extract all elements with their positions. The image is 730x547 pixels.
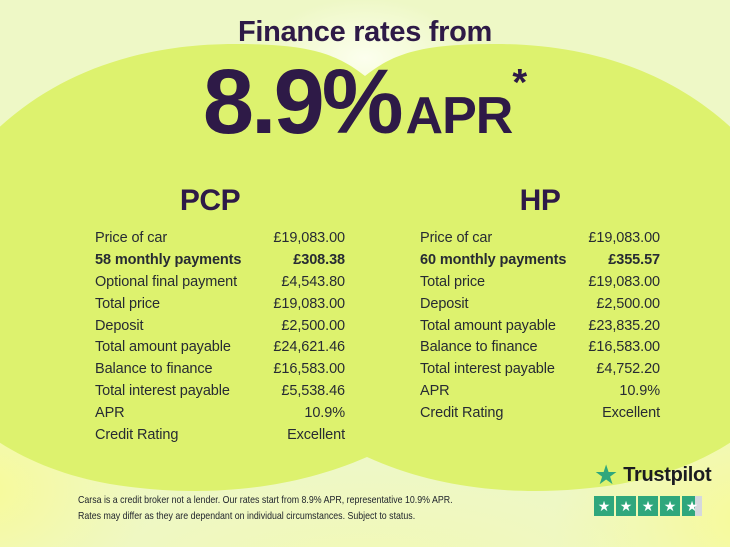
row-label: Deposit <box>95 317 144 334</box>
row-label: Total interest payable <box>95 383 230 400</box>
star-half-icon: ★ <box>682 496 702 516</box>
disclaimer-line-2: Rates may differ as they are dependant o… <box>78 510 416 523</box>
table-row: APR 10.9% <box>95 402 345 424</box>
table-row: Balance to finance £16,583.00 <box>95 358 345 380</box>
pcp-finance-table: Price of car £19,083.00 58 monthly payme… <box>95 227 345 446</box>
pcp-column-title: PCP <box>179 184 241 217</box>
row-value: £2,500.00 <box>596 295 660 312</box>
row-label: Optional final payment <box>95 273 238 290</box>
finance-title: Finance rates from <box>237 16 493 48</box>
row-label: Total price <box>95 295 160 312</box>
row-label: 58 monthly payments <box>95 251 242 268</box>
row-label: Balance to finance <box>95 361 213 378</box>
row-label: Price of car <box>95 229 168 246</box>
apr-rate-value: 8.9% <box>202 51 404 153</box>
hp-column-title: HP <box>519 184 561 217</box>
row-value: £308.38 <box>293 251 345 268</box>
table-row: Total price £19,083.00 <box>95 293 345 315</box>
row-label: Credit Rating <box>95 426 179 443</box>
row-value: £355.57 <box>608 251 660 268</box>
table-row: Total amount payable £23,835.20 <box>420 315 660 337</box>
row-value: £2,500.00 <box>281 317 345 334</box>
row-label: APR <box>95 405 125 422</box>
row-value: £19,083.00 <box>588 229 660 246</box>
row-value: £23,835.20 <box>588 317 660 334</box>
table-row: Total interest payable £4,752.20 <box>420 358 660 380</box>
apr-rate-group: 8.9% APR * <box>0 56 730 148</box>
row-label: 60 monthly payments <box>420 251 567 268</box>
trustpilot-rating-stars: ★ ★ ★ ★ ★ <box>594 496 711 516</box>
row-label: Price of car <box>420 229 493 246</box>
table-row: Balance to finance £16,583.00 <box>420 336 660 358</box>
row-label: Total interest payable <box>420 361 555 378</box>
table-row: Total interest payable £5,538.46 <box>95 380 345 402</box>
disclaimer-text: Carsa is a credit broker not a lender. O… <box>78 492 453 525</box>
table-row: Deposit £2,500.00 <box>95 315 345 337</box>
table-row: Credit Rating Excellent <box>420 402 660 424</box>
row-value: Excellent <box>602 405 660 422</box>
table-row: 60 monthly payments £355.57 <box>420 249 660 271</box>
row-label: Total amount payable <box>420 317 556 334</box>
table-row: Total price £19,083.00 <box>420 271 660 293</box>
row-value: 10.9% <box>619 383 660 400</box>
star-icon: ★ <box>660 496 680 516</box>
table-row: Price of car £19,083.00 <box>420 227 660 249</box>
trustpilot-star-icon: ★ <box>594 460 619 490</box>
asterisk-icon: * <box>512 62 528 104</box>
row-label: Credit Rating <box>420 405 504 422</box>
row-value: £24,621.46 <box>273 339 345 356</box>
row-value: Excellent <box>287 426 345 443</box>
table-row: APR 10.9% <box>420 380 660 402</box>
row-value: £4,543.80 <box>281 273 345 290</box>
trustpilot-wordmark: Trustpilot <box>623 464 712 486</box>
hp-finance-table: Price of car £19,083.00 60 monthly payme… <box>420 227 660 424</box>
table-row: 58 monthly payments £308.38 <box>95 249 345 271</box>
row-value: £4,752.20 <box>596 361 660 378</box>
star-icon: ★ <box>638 496 658 516</box>
row-label: Deposit <box>420 295 469 312</box>
row-value: £16,583.00 <box>588 339 660 356</box>
row-label: Total amount payable <box>95 339 231 356</box>
table-row: Price of car £19,083.00 <box>95 227 345 249</box>
disclaimer-line-1: Carsa is a credit broker not a lender. O… <box>78 494 453 506</box>
row-label: Balance to finance <box>420 339 538 356</box>
row-value: £5,538.46 <box>281 383 345 400</box>
table-row: Credit Rating Excellent <box>95 424 345 446</box>
row-value: 10.9% <box>304 405 345 422</box>
row-label: APR <box>420 383 450 400</box>
row-value: £19,083.00 <box>588 273 660 290</box>
row-value: £19,083.00 <box>273 295 345 312</box>
trustpilot-badge: ★ Trustpilot ★ ★ ★ ★ ★ <box>594 460 712 516</box>
row-label: Total price <box>420 273 485 290</box>
star-icon: ★ <box>594 496 614 516</box>
table-row: Optional final payment £4,543.80 <box>95 271 345 293</box>
row-value: £16,583.00 <box>273 361 345 378</box>
row-value: £19,083.00 <box>273 229 345 246</box>
star-icon: ★ <box>616 496 636 516</box>
table-row: Deposit £2,500.00 <box>420 293 660 315</box>
apr-rate-unit: APR <box>405 87 514 145</box>
table-row: Total amount payable £24,621.46 <box>95 336 345 358</box>
trustpilot-logo: ★ Trustpilot <box>594 460 712 490</box>
